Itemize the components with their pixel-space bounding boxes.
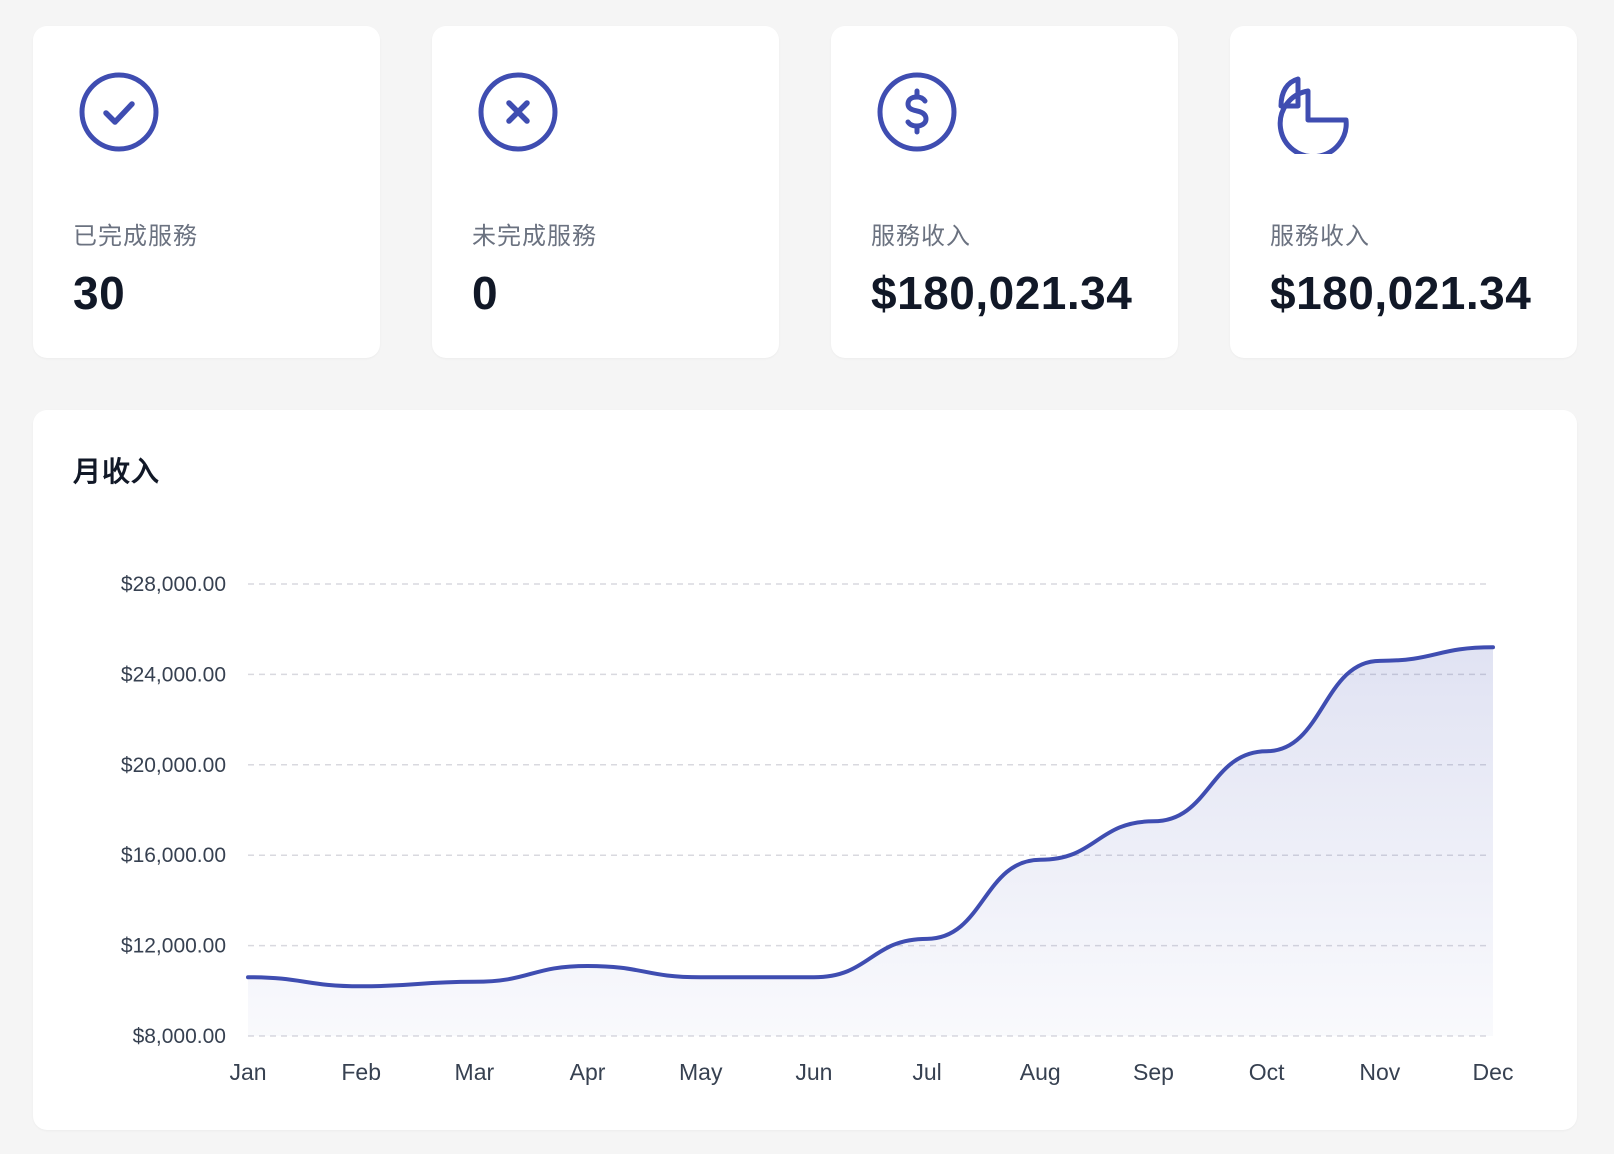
data-point-mar[interactable]: [466, 974, 482, 990]
monthly-revenue-card: 月收入 $8,000.00 $12,000.00 $16,000.00 $20,000…: [33, 410, 1577, 1130]
data-point-apr[interactable]: [580, 958, 596, 974]
y-tick-label: $16,000.00: [121, 844, 226, 867]
data-point-jan[interactable]: [240, 969, 256, 985]
stat-label: 未完成服務: [472, 223, 597, 250]
y-tick-label: $8,000.00: [133, 1025, 226, 1048]
x-tick-label: Jul: [912, 1059, 941, 1085]
data-point-aug[interactable]: [1032, 852, 1048, 868]
stat-label: 已完成服務: [73, 223, 198, 250]
data-point-oct[interactable]: [1259, 743, 1275, 759]
data-point-dec[interactable]: [1485, 639, 1501, 655]
x-tick-label: Jun: [795, 1059, 832, 1085]
x-tick-label: May: [679, 1059, 723, 1085]
revenue-area-fill: [248, 647, 1493, 1036]
stat-value: $180,021.34: [1270, 267, 1532, 319]
stat-value: $180,021.34: [871, 267, 1133, 319]
revenue-series-line: [246, 645, 1495, 989]
stat-card-service-revenue-2: 服務收入 $180,021.34: [1230, 26, 1577, 358]
data-point-jun[interactable]: [806, 969, 822, 985]
data-point-may[interactable]: [693, 969, 709, 985]
chart-title: 月收入: [73, 456, 161, 487]
x-tick-label: Apr: [570, 1059, 606, 1085]
data-point-nov[interactable]: [1372, 653, 1388, 669]
y-tick-label: $12,000.00: [121, 935, 226, 958]
stat-label: 服務收入: [871, 223, 971, 250]
check-circle-icon: [77, 70, 161, 154]
stat-label: 服務收入: [1270, 223, 1370, 250]
monthly-revenue-chart: $8,000.00 $12,000.00 $16,000.00 $20,000.00 $…: [121, 573, 1514, 1085]
x-tick-label: Aug: [1020, 1059, 1061, 1085]
x-circle-icon: [476, 70, 560, 154]
stat-value: 30: [73, 267, 126, 319]
pie-chart-icon: [1274, 70, 1358, 154]
stat-card-completed-services: 已完成服務 30: [33, 26, 380, 358]
x-tick-label: Mar: [455, 1059, 495, 1085]
x-tick-label: Jan: [229, 1059, 266, 1085]
x-tick-label: Dec: [1473, 1059, 1514, 1085]
stat-card-incomplete-services: 未完成服務 0: [432, 26, 779, 358]
x-tick-label: Feb: [341, 1059, 381, 1085]
data-point-jul[interactable]: [919, 931, 935, 947]
y-tick-label: $24,000.00: [121, 663, 226, 686]
x-tick-label: Oct: [1249, 1059, 1285, 1085]
data-point-feb[interactable]: [353, 978, 369, 994]
y-tick-label: $28,000.00: [121, 573, 226, 596]
dollar-circle-icon: [875, 70, 959, 154]
x-tick-label: Sep: [1133, 1059, 1174, 1085]
y-tick-label: $20,000.00: [121, 754, 226, 777]
x-tick-label: Nov: [1359, 1059, 1400, 1085]
stat-card-service-revenue: 服務收入 $180,021.34: [831, 26, 1178, 358]
data-point-sep[interactable]: [1145, 813, 1161, 829]
stat-value: 0: [472, 267, 499, 319]
